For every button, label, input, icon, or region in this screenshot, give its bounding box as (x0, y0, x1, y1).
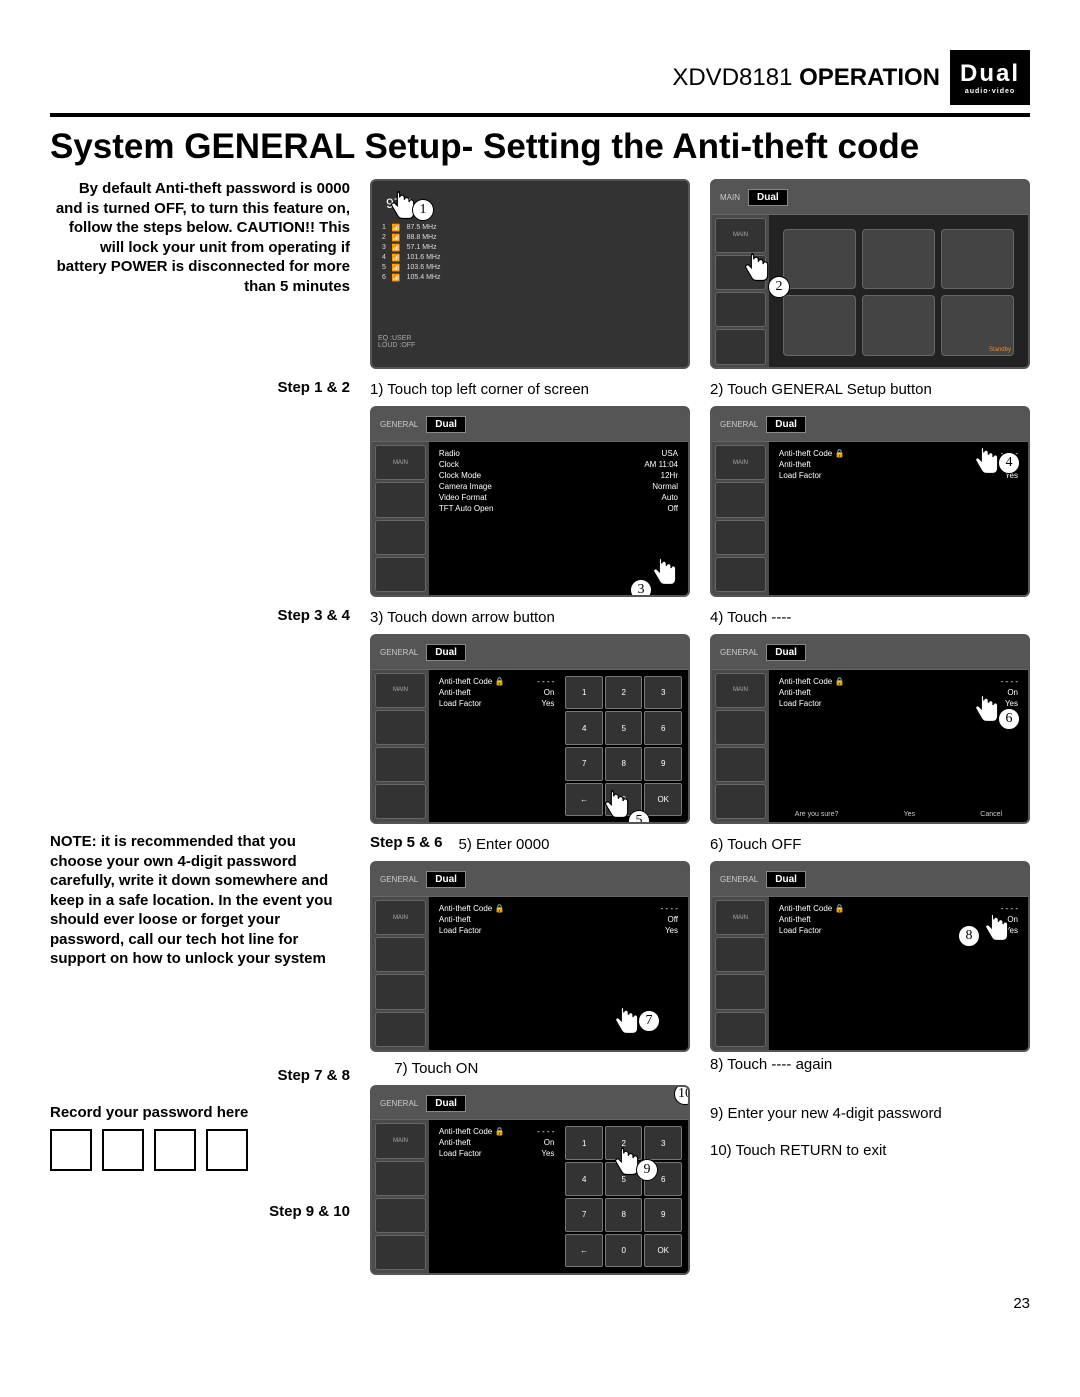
screenshot-5: GENERALDual MAIN Anti-theft Code 🔒- - - … (370, 634, 690, 824)
step-label-78: Step 7 & 8 (50, 1065, 350, 1084)
caption-7: 7) Touch ON (394, 1060, 478, 1077)
brand-logo: Dualaudio·video (950, 50, 1030, 105)
page-number: 23 (50, 1295, 1030, 1312)
screenshot-2: MAINDual MAIN Standby 2 (710, 179, 1030, 369)
caption-3: 3) Touch down arrow button (370, 609, 690, 626)
caption-8: 8) Touch ---- again (710, 1056, 1030, 1073)
screenshot-3: GENERALDual MAIN RadioUSAClockAM 11:04Cl… (370, 406, 690, 596)
header-title: XDVD8181 OPERATION (672, 64, 940, 92)
screenshot-9: GENERALDual MAIN Anti-theft Code 🔒- - - … (370, 1085, 690, 1275)
intro-text: By default Anti-theft password is 0000 a… (50, 179, 350, 369)
record-label: Record your password here (50, 1104, 350, 1121)
caption-1: 1) Touch top left corner of screen (370, 381, 690, 398)
step-label-56: Step 5 & 6 (370, 832, 443, 851)
step-label-34: Step 3 & 4 (50, 605, 350, 624)
screenshot-4: GENERALDual MAIN Anti-theft Code 🔒- - - … (710, 406, 1030, 596)
page-title: System GENERAL Setup- Setting the Anti-t… (50, 127, 1030, 167)
screenshot-7: GENERALDual MAIN Anti-theft Code 🔒- - - … (370, 861, 690, 1051)
header-rule (50, 113, 1030, 117)
step-label-12: Step 1 & 2 (50, 377, 350, 396)
note-text: NOTE: it is recommended that you choose … (50, 833, 333, 967)
caption-10: 10) Touch RETURN to exit (710, 1142, 1030, 1159)
step-label-910: Step 9 & 10 (50, 1201, 350, 1220)
caption-5: 5) Enter 0000 (459, 836, 550, 853)
password-boxes (50, 1129, 350, 1171)
caption-9: 9) Enter your new 4-digit password (710, 1105, 1030, 1122)
caption-2: 2) Touch GENERAL Setup button (710, 381, 1030, 398)
caption-4: 4) Touch ---- (710, 609, 1030, 626)
screenshot-6: GENERALDual MAIN Anti-theft Code 🔒- - - … (710, 634, 1030, 824)
screenshot-1: 97.1 1📶87.5 MHz2📶88.8 MHz3📶57.1 MHz4📶101… (370, 179, 690, 369)
screenshot-8: GENERALDual MAIN Anti-theft Code 🔒- - - … (710, 861, 1030, 1051)
caption-6: 6) Touch OFF (710, 836, 1030, 853)
